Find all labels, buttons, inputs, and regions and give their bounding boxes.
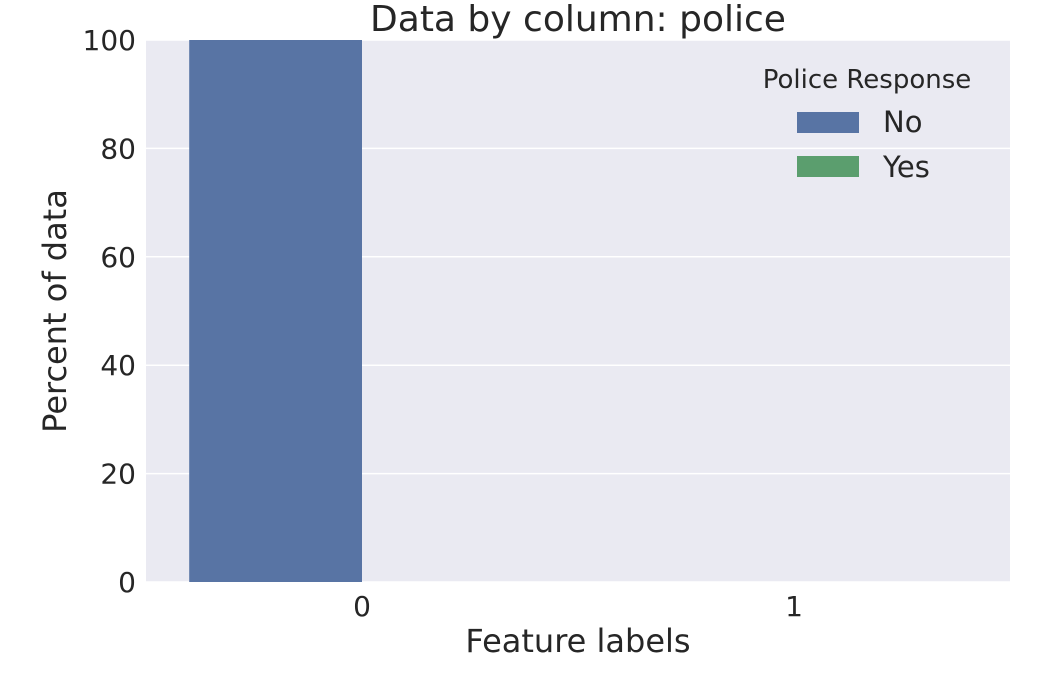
y-tick-label: 0 xyxy=(118,566,136,599)
y-tick-label: 100 xyxy=(83,24,136,57)
y-tick-label: 20 xyxy=(100,458,136,491)
y-axis-title: Percent of data xyxy=(36,189,74,433)
x-tick-label: 0 xyxy=(353,590,371,623)
bar-no-0 xyxy=(189,40,362,582)
chart-title: Data by column: police xyxy=(370,0,786,40)
bars xyxy=(189,40,362,582)
legend-label-yes: Yes xyxy=(882,150,930,184)
x-tick-label: 1 xyxy=(785,590,803,623)
legend-swatch-yes xyxy=(797,156,859,177)
legend-swatch-no xyxy=(797,112,859,133)
y-axis-ticks: 0 20 40 60 80 100 xyxy=(83,24,136,599)
y-tick-label: 40 xyxy=(100,349,136,382)
legend: Police Response No Yes xyxy=(763,65,972,184)
x-axis-title: Feature labels xyxy=(465,622,690,660)
y-tick-label: 80 xyxy=(100,132,136,165)
y-tick-label: 60 xyxy=(100,241,136,274)
legend-label-no: No xyxy=(883,105,922,139)
legend-title: Police Response xyxy=(763,65,972,95)
